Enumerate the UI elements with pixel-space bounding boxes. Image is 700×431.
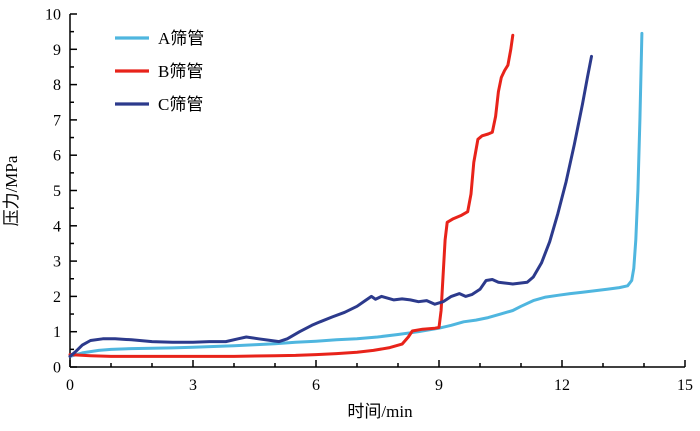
series-line-0 (68, 31, 644, 358)
y-tick-label: 6 (53, 148, 61, 165)
y-tick-label: 9 (53, 42, 61, 59)
x-tick-label: 15 (677, 377, 693, 394)
legend-label-2: C筛管 (158, 95, 203, 114)
y-tick-label: 4 (53, 218, 61, 235)
y-tick-label: 10 (45, 7, 61, 24)
legend-label-0: A筛管 (158, 29, 204, 48)
x-tick-label: 0 (66, 377, 74, 394)
series-line-1 (68, 33, 515, 358)
y-tick-label: 7 (53, 112, 61, 129)
y-tick-label: 2 (53, 289, 61, 306)
y-tick-label: 3 (53, 254, 61, 271)
y-tick-label: 5 (53, 183, 61, 200)
x-tick-label: 3 (189, 377, 197, 394)
x-tick-label: 12 (554, 377, 570, 394)
x-tick-label: 9 (435, 377, 443, 394)
x-axis-title: 时间/min (347, 402, 413, 421)
y-tick-label: 8 (53, 77, 61, 94)
y-tick-label: 1 (53, 324, 61, 341)
y-tick-label: 0 (53, 360, 61, 377)
y-axis-title: 压力/MPa (2, 155, 21, 226)
series-line-2 (68, 54, 593, 358)
legend-label-1: B筛管 (158, 62, 203, 81)
x-tick-label: 6 (312, 377, 320, 394)
